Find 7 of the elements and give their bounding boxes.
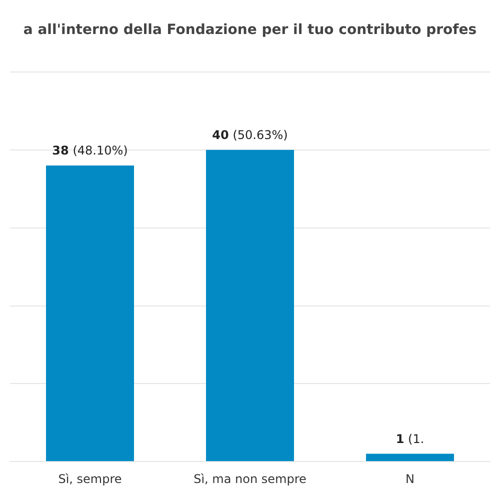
x-tick-label: Sì, ma non sempre xyxy=(194,472,306,486)
x-tick-label: Sì, sempre xyxy=(58,472,122,486)
data-label: 1 (1. xyxy=(396,432,424,446)
data-label: 40 (50.63%) xyxy=(212,128,288,142)
chart-title: a all'interno della Fondazione per il tuo contributo profes xyxy=(22,21,478,40)
x-tick-label: N xyxy=(406,472,414,486)
data-label: 38 (48.10%) xyxy=(52,144,128,158)
